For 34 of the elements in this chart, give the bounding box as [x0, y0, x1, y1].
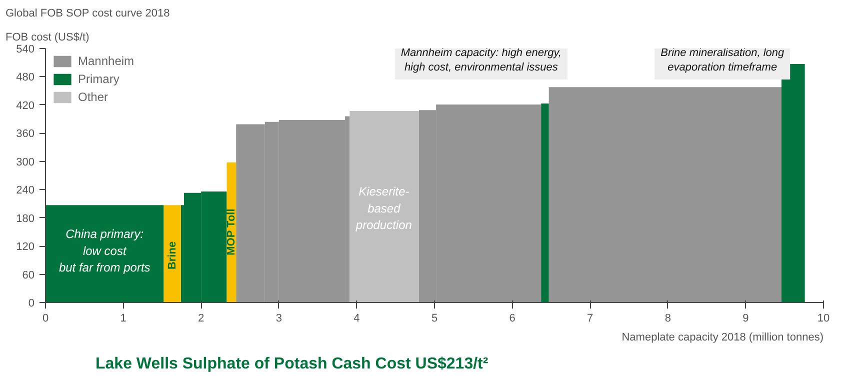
x-tick-label: 5 [431, 312, 438, 324]
legend-label: Primary [78, 72, 120, 86]
y-tick-label: 60 [22, 269, 35, 282]
x-tick-label: 6 [509, 312, 516, 324]
annotation: Kieserite- based production [354, 184, 412, 232]
y-tick-label: 480 [16, 72, 35, 84]
y-tick-label: 420 [16, 100, 35, 112]
y-tick-label: 540 [16, 44, 35, 56]
x-tick-label: 0 [42, 312, 49, 324]
y-tick-label: 360 [16, 128, 35, 140]
x-axis-title: Nameplate capacity 2018 (million tonnes) [622, 332, 824, 344]
x-tick-label: 4 [354, 312, 360, 324]
annotation: Mannheim capacity: high energy, high cost, environmental issues [400, 47, 562, 74]
annotation: MOP Toll [225, 208, 238, 256]
x-tick-label: 3 [276, 312, 282, 324]
y-axis-title: FOB cost (US$/t) [6, 32, 90, 44]
legend-label: Mannheim [78, 54, 134, 68]
y-tick-label: 120 [16, 241, 35, 254]
annotation: Brine mineralisation, long evaporation timeframe [660, 47, 785, 74]
x-tick-label: 9 [742, 312, 749, 324]
annotation: China primary: low cost but far from ports [58, 226, 150, 275]
y-tick-label: 240 [16, 184, 35, 197]
legend-label: Other [78, 90, 108, 104]
x-tick-label: 10 [817, 312, 830, 324]
y-tick-label: 0 [28, 298, 35, 310]
x-tick-label: 8 [664, 312, 671, 324]
chart-title: Global FOB SOP cost curve 2018 [6, 8, 170, 20]
y-tick-label: 180 [16, 212, 35, 225]
text: Lake Wells Sulphate of Potash Cash Cost US$213/t² [96, 356, 488, 372]
annotation: Brine [166, 241, 178, 270]
x-tick-label: 7 [587, 312, 594, 324]
x-tick-label: 2 [198, 312, 204, 324]
y-tick-label: 300 [16, 156, 35, 168]
x-tick-label: 1 [120, 312, 126, 324]
